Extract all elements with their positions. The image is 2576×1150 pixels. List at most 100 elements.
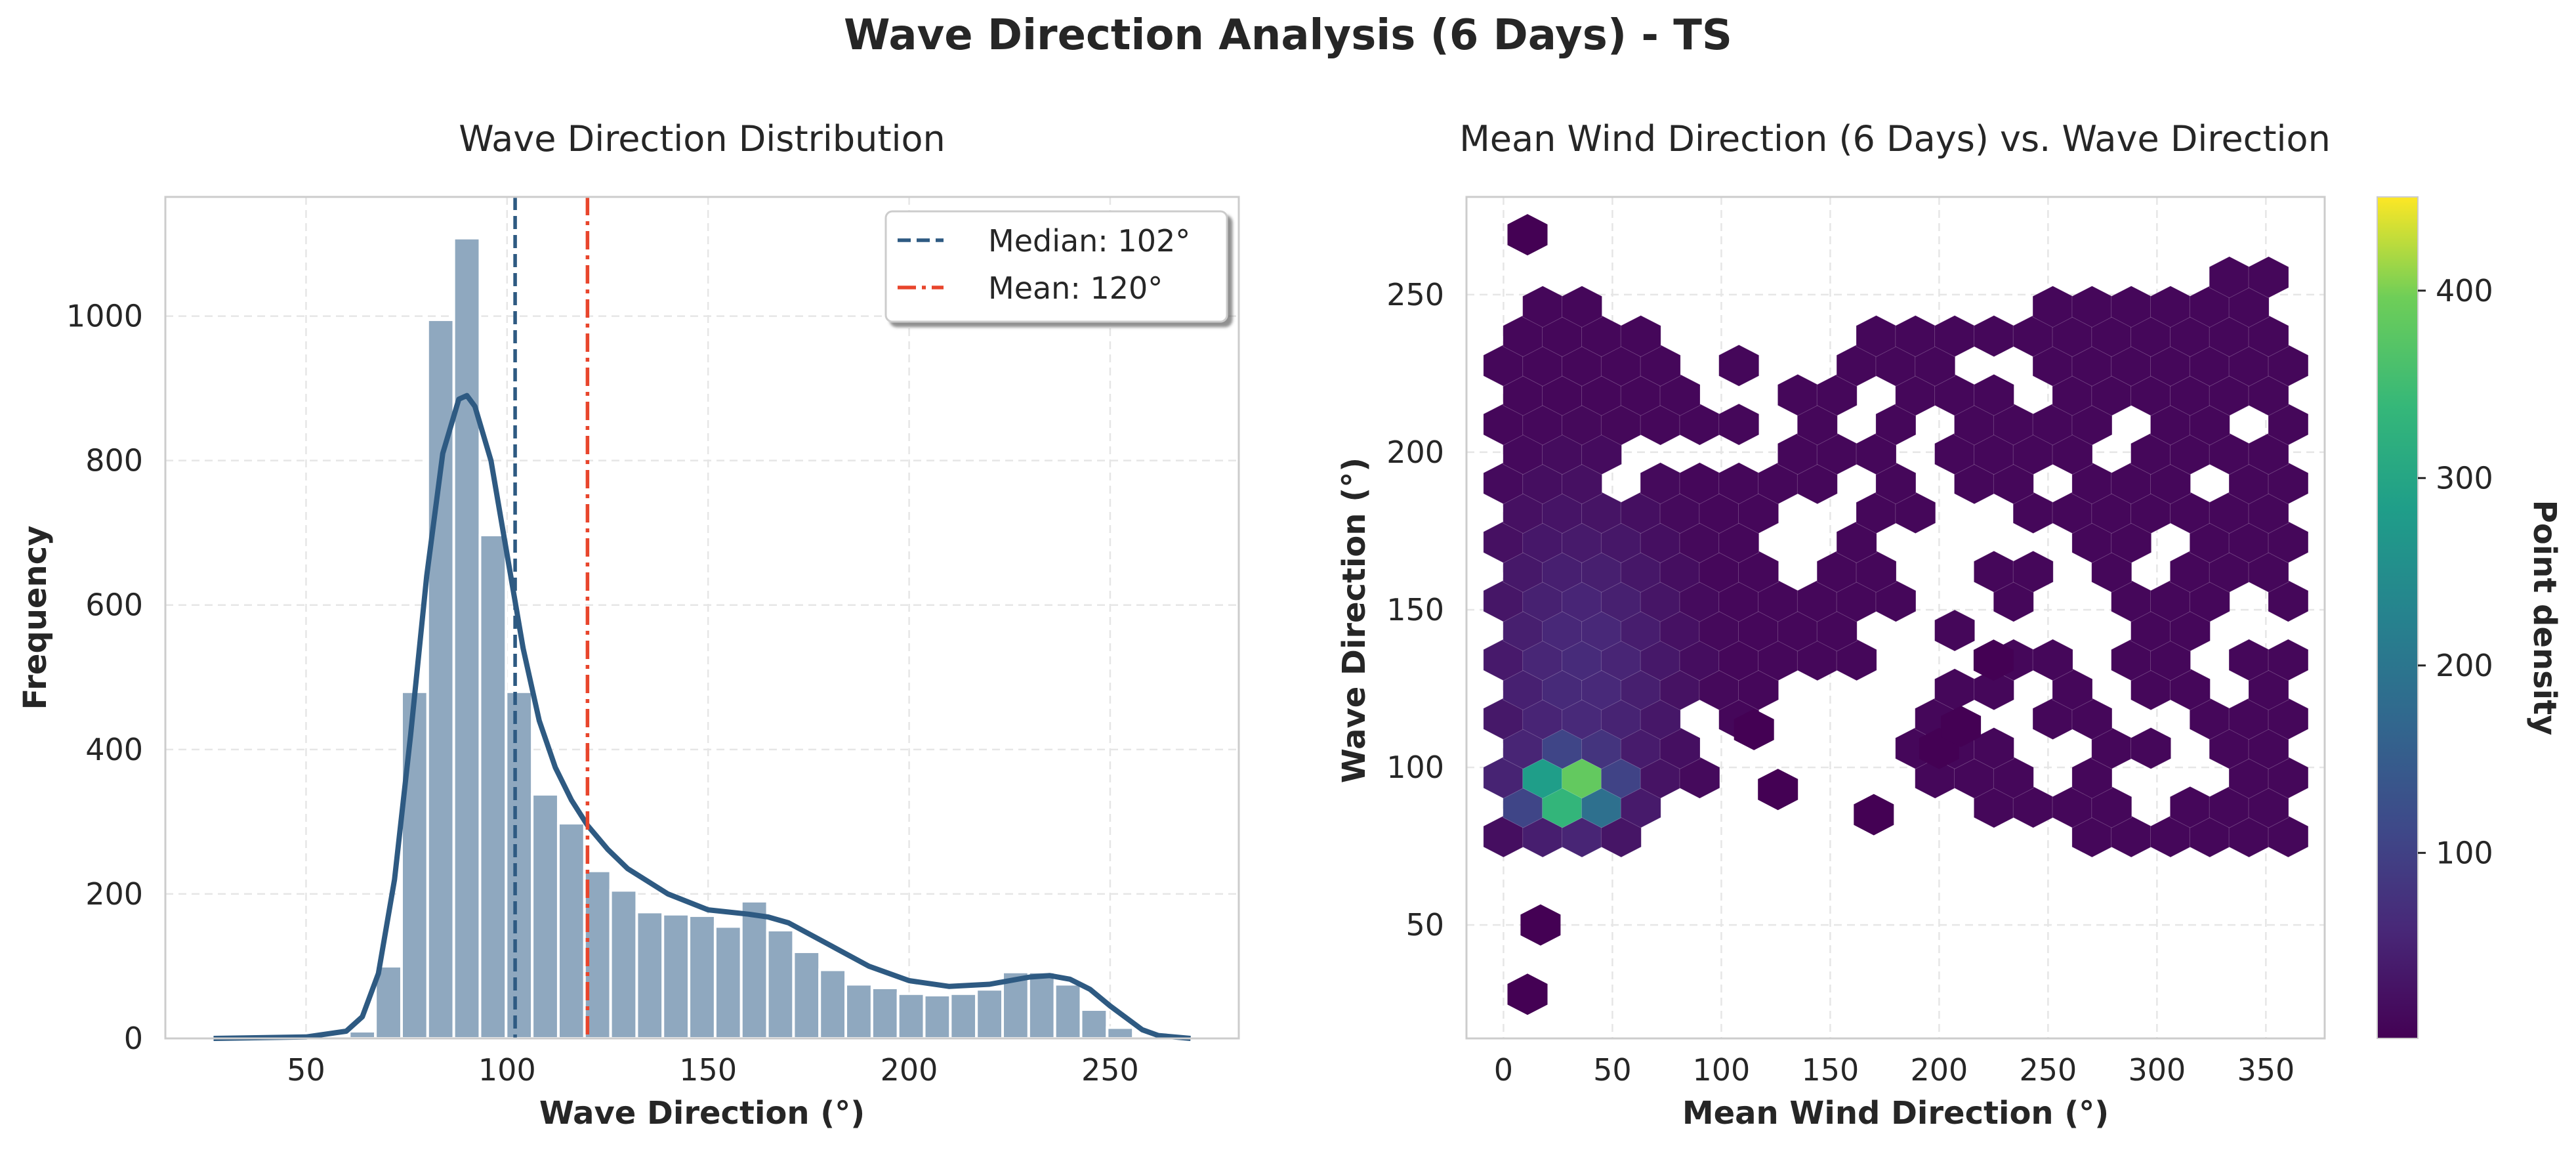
- hexbin-cells: [1483, 214, 2309, 1015]
- hexbin-cell: [2032, 639, 2073, 681]
- histogram-bar: [1027, 970, 1056, 1038]
- colorbar-tick-label: 200: [2436, 648, 2493, 683]
- histogram-bar: [661, 912, 691, 1038]
- hexbin-title: Mean Wind Direction (6 Days) vs. Wave Di…: [1459, 118, 2331, 160]
- y-tick-label: 200: [85, 876, 143, 912]
- hexbin-cell: [1934, 609, 1975, 652]
- colorbar-label: Point density: [2526, 500, 2563, 736]
- hexbin-cell: [2130, 727, 2171, 769]
- histogram-bar: [739, 899, 769, 1038]
- y-tick-label: 50: [1405, 907, 1444, 943]
- histogram-bar: [923, 993, 952, 1038]
- kde-curve: [213, 393, 1191, 1041]
- x-tick-label: 250: [2019, 1052, 2077, 1088]
- x-tick-label: 0: [1494, 1052, 1513, 1088]
- histogram-bar: [818, 968, 848, 1038]
- hexbin-cell: [1507, 214, 1548, 256]
- hexbin-cell: [1620, 315, 1661, 357]
- colorbar-tick-label: 400: [2436, 273, 2493, 309]
- histogram-bar: [400, 690, 429, 1038]
- histogram-panel: Wave Direction Distribution 50 100 150 200 2…: [17, 118, 1240, 1132]
- x-tick-label: 150: [679, 1052, 737, 1088]
- x-tick-label: 50: [1593, 1052, 1632, 1088]
- y-tick-label: 1000: [66, 299, 143, 334]
- hexbin-cell: [1854, 794, 1894, 836]
- colorbar-strip: [2377, 196, 2419, 1039]
- figure-title: Wave Direction Analysis (6 Days) - TS: [844, 11, 1732, 60]
- histogram-bar: [505, 690, 534, 1038]
- x-tick-label: 200: [881, 1052, 938, 1088]
- y-tick-label: 800: [85, 443, 143, 479]
- histogram-bar: [531, 793, 560, 1038]
- histogram-bar: [1079, 1008, 1109, 1038]
- hexbin-cell: [1974, 315, 2014, 357]
- histogram-bar: [635, 910, 665, 1038]
- y-tick-label: 600: [85, 587, 143, 623]
- histogram-xlabel: Wave Direction (°): [539, 1095, 865, 1132]
- legend-median-label: Median: 102°: [988, 223, 1190, 259]
- x-tick-label: 100: [1693, 1052, 1751, 1088]
- hexbin-cell: [1718, 344, 1760, 387]
- histogram-bar: [713, 925, 743, 1038]
- colorbar-tick-label: 100: [2436, 835, 2493, 870]
- y-tick-label: 0: [124, 1021, 143, 1056]
- histogram-bar: [348, 1029, 377, 1038]
- histogram-bars: [348, 236, 1135, 1038]
- hexbin-ylabel: Wave Direction (°): [1336, 458, 1373, 783]
- hexbin-cell: [1734, 709, 1774, 750]
- hexbin-cell: [2012, 550, 2054, 593]
- hexbin-cell: [2268, 639, 2309, 681]
- hexbin-cell: [1758, 769, 1798, 811]
- histogram-bar: [844, 983, 873, 1038]
- histogram-grid: [165, 197, 1239, 1040]
- histogram-bar: [688, 914, 717, 1038]
- hexbin-panel: Mean Wind Direction (6 Days) vs. Wave Di…: [1336, 118, 2563, 1132]
- histogram-bar: [478, 534, 508, 1038]
- colorbar-ticks: 100 200 300 400: [2418, 273, 2493, 870]
- hexbin-cell: [1507, 973, 1548, 1015]
- hexbin-cell: [1718, 403, 1760, 446]
- hexbin-cell: [1941, 706, 1982, 748]
- hexbin-cell: [1974, 373, 2014, 416]
- hexbin-cell: [1974, 727, 2014, 769]
- y-tick-label: 200: [1386, 435, 1444, 470]
- histogram-bar: [870, 986, 900, 1038]
- y-tick-label: 250: [1386, 277, 1444, 312]
- histogram-bar: [975, 988, 1005, 1038]
- x-tick-label: 50: [287, 1052, 325, 1088]
- colorbar: 100 200 300 400 Point density: [2377, 196, 2563, 1039]
- histogram-bar: [1106, 1026, 1135, 1038]
- histogram-bar: [452, 236, 482, 1038]
- hexbin-ticks: 0 50 100 150 200 250 300 350 50 100 150 200 250: [1386, 277, 2295, 1088]
- histogram-bar: [609, 889, 638, 1038]
- y-tick-label: 150: [1386, 592, 1444, 628]
- hexbin-frame: [1465, 196, 2326, 1040]
- y-tick-label: 400: [85, 732, 143, 767]
- histogram-bar: [556, 822, 586, 1038]
- x-tick-label: 100: [478, 1052, 536, 1088]
- histogram-frame: [164, 196, 1240, 1040]
- histogram-ylabel: Frequency: [17, 526, 54, 710]
- legend-box: [884, 210, 1228, 323]
- histogram-bar: [896, 992, 926, 1038]
- x-tick-label: 250: [1081, 1052, 1139, 1088]
- histogram-bar: [766, 928, 795, 1038]
- hexbin-cell: [2248, 256, 2289, 299]
- x-tick-label: 350: [2237, 1052, 2295, 1088]
- histogram-bar: [792, 950, 821, 1038]
- histogram-bar: [1053, 983, 1083, 1038]
- colorbar-tick-label: 300: [2436, 460, 2493, 496]
- legend-mean-label: Mean: 120°: [988, 270, 1163, 306]
- hexbin-cell: [1562, 286, 1602, 328]
- x-tick-label: 300: [2128, 1052, 2186, 1088]
- x-tick-label: 200: [1910, 1052, 1968, 1088]
- x-tick-label: 150: [1801, 1052, 1859, 1088]
- histogram-title: Wave Direction Distribution: [459, 118, 945, 160]
- histogram-legend: Median: 102° Mean: 120°: [884, 210, 1228, 323]
- hexbin-xlabel: Mean Wind Direction (°): [1682, 1095, 2109, 1132]
- y-tick-label: 100: [1386, 750, 1444, 785]
- histogram-bar: [949, 992, 978, 1038]
- hexbin-cell: [1973, 639, 2014, 681]
- hexbin-cell: [1520, 904, 1561, 946]
